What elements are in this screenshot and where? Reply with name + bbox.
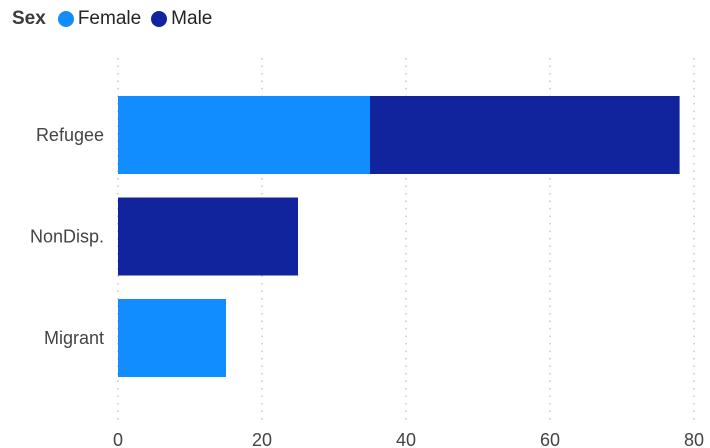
legend-entry-male[interactable]: Male: [151, 8, 212, 30]
bar-male-refugee[interactable]: [370, 96, 680, 174]
bar-female-migrant[interactable]: [118, 299, 226, 377]
bar-female-refugee[interactable]: [118, 96, 370, 174]
female-swatch-icon: [57, 11, 74, 27]
x-tick-label-20: 20: [252, 430, 272, 448]
legend-label-female: Female: [77, 8, 142, 29]
male-swatch-icon: [151, 11, 168, 27]
x-tick-label-60: 60: [540, 430, 560, 448]
x-tick-label-0: 0: [113, 430, 123, 448]
chart-legend: Sex Female Male: [12, 6, 222, 32]
category-label-migrant: Migrant: [44, 328, 104, 348]
category-label-nondisp: NonDisp.: [30, 227, 104, 247]
x-tick-label-40: 40: [396, 430, 416, 448]
legend-entry-female[interactable]: Female: [57, 8, 142, 30]
bar-male-nondisp[interactable]: [118, 197, 298, 276]
legend-title: Sex: [12, 8, 46, 29]
category-label-refugee: Refugee: [36, 125, 104, 145]
x-tick-label-80: 80: [684, 430, 704, 448]
legend-label-male: Male: [171, 8, 213, 29]
